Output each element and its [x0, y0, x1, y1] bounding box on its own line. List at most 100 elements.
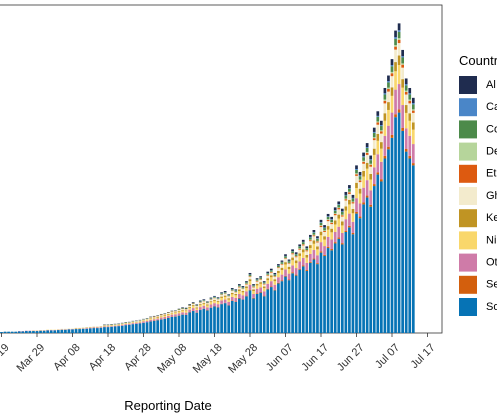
- bar-segment: [209, 302, 213, 305]
- bar-segment: [284, 264, 287, 270]
- bar-segment: [411, 104, 415, 110]
- bar-segment: [220, 300, 223, 304]
- bar-segment: [287, 280, 291, 333]
- bar-segment: [195, 305, 199, 306]
- bar-segment: [365, 195, 369, 198]
- bar-segment: [262, 283, 266, 285]
- bar-segment: [319, 242, 323, 252]
- bar-segment: [340, 232, 344, 244]
- bar-segment: [163, 318, 167, 333]
- bar-segment: [337, 207, 341, 209]
- bar-segment: [202, 305, 206, 309]
- bar-segment: [269, 272, 273, 276]
- bar-segment: [49, 330, 53, 333]
- bar-segment: [238, 285, 241, 287]
- bar-segment: [348, 204, 351, 214]
- bar-segment: [0, 332, 3, 333]
- bar-segment: [284, 254, 287, 256]
- bar-segment: [372, 167, 376, 185]
- bar-segment: [241, 286, 245, 288]
- bar-segment: [223, 292, 227, 294]
- x-tick-label: Jun 07: [264, 342, 296, 374]
- bar-segment: [390, 71, 394, 74]
- bar-segment: [241, 287, 245, 289]
- bar-segment: [177, 315, 181, 333]
- bar-segment: [411, 144, 415, 164]
- bar-segment: [156, 316, 160, 318]
- bar-segment: [404, 105, 408, 113]
- bar-segment: [74, 329, 78, 333]
- bar-segment: [344, 231, 348, 333]
- bar-segment: [305, 262, 309, 271]
- bar-segment: [238, 289, 241, 292]
- bar-segment: [291, 273, 294, 333]
- bar-segment: [309, 237, 312, 240]
- bar-segment: [124, 325, 128, 333]
- bar-segment: [340, 208, 344, 212]
- x-tick-label: Jun 17: [299, 342, 331, 374]
- bar-segment: [365, 168, 369, 181]
- bar-segment: [397, 43, 401, 56]
- bar-segment: [117, 326, 120, 333]
- bar-segment: [21, 331, 25, 333]
- bar-segment: [280, 264, 284, 268]
- bar-segment: [248, 289, 252, 291]
- bar-segment: [131, 321, 135, 323]
- bar-segment: [355, 174, 358, 176]
- bar-segment: [380, 133, 383, 143]
- bar-segment: [365, 152, 369, 155]
- bar-segment: [248, 290, 252, 333]
- bar-segment: [195, 310, 199, 313]
- bar-segment: [216, 299, 220, 301]
- bar-segment: [408, 113, 412, 121]
- legend-label: Al: [486, 79, 496, 91]
- bar-segment: [213, 296, 216, 298]
- bar-segment: [195, 304, 199, 306]
- bar-segment: [195, 306, 199, 308]
- bar-segment: [294, 268, 298, 275]
- bar-segment: [230, 294, 234, 297]
- bar-segment: [277, 282, 280, 284]
- bar-segment: [220, 297, 223, 301]
- bar-segment: [312, 236, 316, 241]
- bar-segment: [269, 271, 273, 273]
- x-tick-label: Apr 08: [51, 342, 82, 373]
- bar-segment: [333, 231, 337, 243]
- bar-segment: [358, 216, 362, 219]
- bar-segment: [198, 310, 202, 333]
- bar-segment: [355, 213, 358, 333]
- bar-segment: [213, 303, 216, 307]
- x-tick-label: May 28: [226, 342, 260, 376]
- bar-segment: [330, 222, 333, 225]
- bar-segment: [333, 210, 337, 211]
- bar-segment: [390, 59, 394, 66]
- bar-segment: [3, 331, 7, 333]
- bar-segment: [383, 135, 387, 156]
- bar-segment: [316, 238, 319, 241]
- bar-segment: [358, 188, 362, 194]
- bar-segment: [177, 309, 181, 310]
- bar-segment: [351, 213, 355, 222]
- bar-segment: [245, 291, 248, 296]
- bar-segment: [294, 252, 298, 254]
- bar-segment: [394, 38, 397, 46]
- bar-segment: [358, 180, 362, 183]
- bar-segment: [220, 294, 223, 297]
- bar-segment: [309, 239, 312, 241]
- bar-segment: [287, 266, 291, 270]
- bar-segment: [262, 295, 266, 297]
- bar-segment: [301, 245, 305, 250]
- bar-segment: [348, 192, 351, 194]
- bar-segment: [326, 216, 330, 217]
- x-axis-title: Reporting Date: [124, 398, 211, 413]
- bar-segment: [316, 264, 319, 333]
- bar-segment: [234, 290, 238, 292]
- bar-segment: [358, 218, 362, 333]
- bar-segment: [298, 248, 302, 250]
- bar-segment: [411, 103, 415, 105]
- bar-segment: [312, 243, 316, 251]
- legend-swatch: [459, 253, 477, 272]
- bar-segment: [152, 316, 156, 318]
- bar-segment: [344, 230, 348, 232]
- bar-segment: [411, 129, 415, 145]
